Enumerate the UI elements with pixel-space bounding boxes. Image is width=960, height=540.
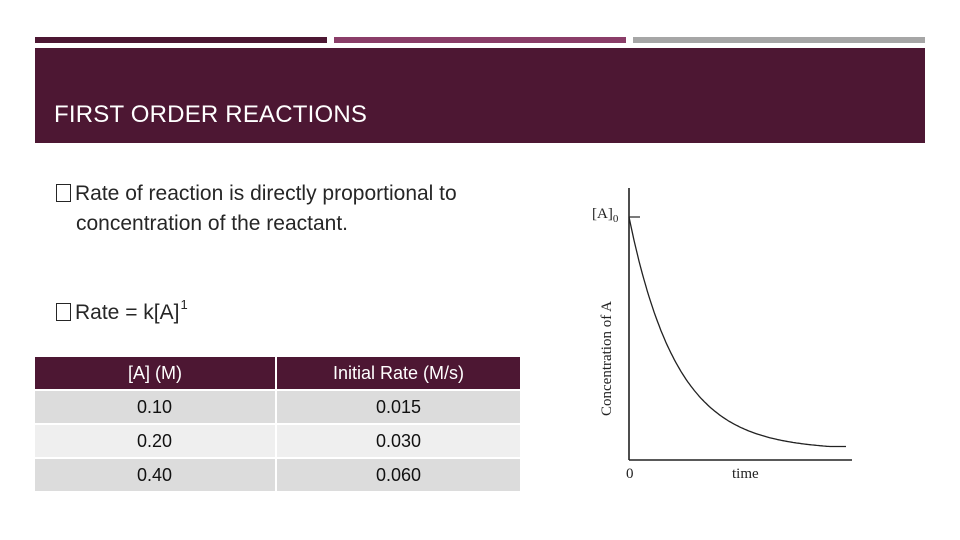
y-axis-label: Concentration of A	[599, 301, 615, 416]
cell-rate: 0.015	[276, 390, 522, 425]
title-band: FIRST ORDER REACTIONS	[35, 48, 925, 143]
cell-concentration: 0.20	[35, 424, 277, 459]
bullet-rate-definition: Rate of reaction is directly proportiona…	[56, 179, 556, 239]
y0-label-text: [A]	[592, 206, 613, 222]
bullet-box-icon	[56, 303, 71, 321]
bullet-text-line1: Rate of reaction is directly proportiona…	[75, 182, 457, 205]
header-initial-rate: Initial Rate (M/s)	[276, 357, 522, 391]
bullet-text-line2: concentration of the reactant.	[76, 212, 349, 235]
table-row: 0.20 0.030	[35, 424, 522, 459]
concentration-time-graph: [A]0 0 time Concentration of A	[592, 188, 852, 482]
y0-label-subscript: 0	[613, 213, 619, 225]
rate-law-exponent: 1	[180, 297, 188, 312]
accent-bar-left	[35, 37, 327, 43]
x-axis-label: time	[732, 466, 759, 482]
header-concentration: [A] (M)	[35, 357, 277, 391]
x0-label: 0	[626, 466, 634, 482]
accent-bar-right	[633, 37, 925, 43]
slide-title: FIRST ORDER REACTIONS	[54, 101, 368, 128]
cell-rate: 0.060	[276, 458, 522, 493]
rate-law-text: Rate = k[A]	[75, 301, 180, 324]
cell-concentration: 0.40	[35, 458, 277, 493]
table-row: 0.40 0.060	[35, 458, 522, 493]
table-header-row: [A] (M) Initial Rate (M/s)	[35, 357, 522, 391]
accent-bar-middle	[334, 37, 626, 43]
bullet-rate-law: Rate = k[A]1	[56, 290, 188, 328]
cell-concentration: 0.10	[35, 390, 277, 425]
decay-curve-line	[628, 216, 846, 448]
table-row: 0.10 0.015	[35, 390, 522, 425]
bullet-box-icon	[56, 184, 71, 202]
rate-table: [A] (M) Initial Rate (M/s) 0.10 0.015 0.…	[35, 357, 522, 493]
cell-rate: 0.030	[276, 424, 522, 459]
y0-label: [A]0	[592, 206, 619, 225]
